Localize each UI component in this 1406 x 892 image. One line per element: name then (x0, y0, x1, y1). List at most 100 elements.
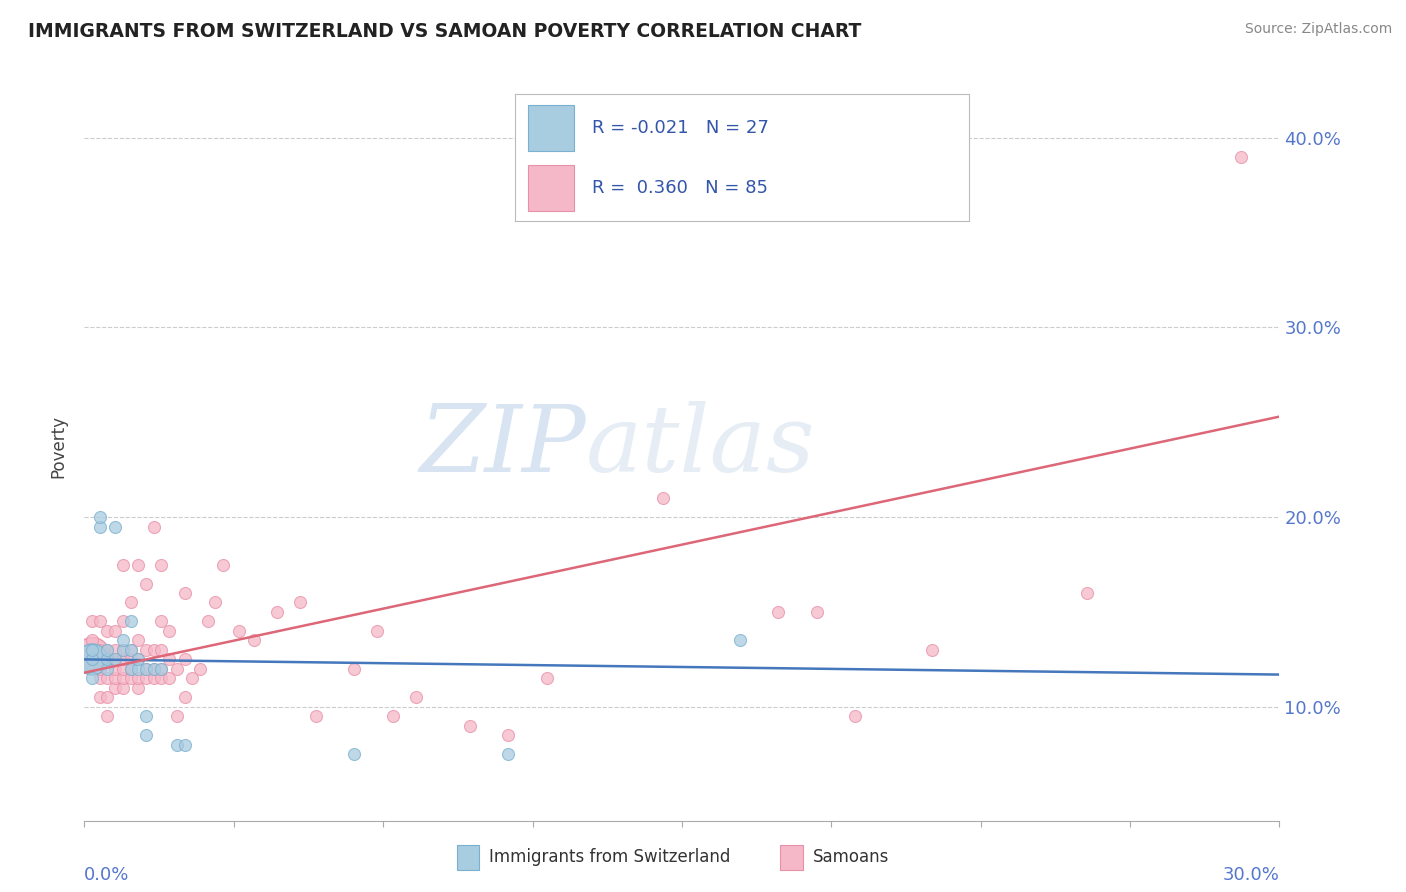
Point (135, 643, 157, 657)
Point (111, 633, 134, 648)
Point (135, 576, 157, 591)
Point (120, 595, 142, 609)
Point (127, 633, 149, 648)
Point (120, 662, 142, 676)
Point (142, 662, 165, 676)
Point (921, 643, 943, 657)
Point (80, 633, 103, 648)
Point (197, 615, 219, 629)
Point (157, 672, 180, 686)
Point (381, 709, 404, 723)
Point (96, 643, 118, 657)
Point (204, 595, 226, 609)
Point (135, 672, 157, 686)
Point (96, 662, 118, 676)
Point (142, 519, 165, 533)
Point (96, 624, 118, 638)
Text: Immigrants from Switzerland: Immigrants from Switzerland (489, 848, 731, 866)
Point (173, 652, 195, 666)
Point (96, 652, 118, 666)
Point (80, 652, 103, 666)
Point (104, 624, 127, 638)
Point (458, 719, 481, 733)
Point (142, 643, 165, 657)
Point (120, 662, 142, 676)
Point (111, 662, 134, 676)
Text: ZIP: ZIP (419, 401, 586, 491)
Point (80, 643, 103, 657)
Point (173, 738, 195, 752)
Point (142, 672, 165, 686)
Point (536, 672, 558, 686)
Y-axis label: Poverty: Poverty (49, 415, 67, 477)
Point (96, 643, 118, 657)
Point (89, 615, 111, 629)
Point (111, 643, 134, 657)
Point (104, 662, 127, 676)
Point (104, 652, 127, 666)
Point (343, 662, 366, 676)
Point (343, 747, 366, 762)
Point (96, 652, 118, 666)
Point (728, 633, 751, 648)
Point (181, 672, 204, 686)
Point (188, 662, 211, 676)
Point (104, 519, 127, 533)
Point (806, 605, 828, 619)
Point (80, 662, 103, 676)
Point (111, 681, 134, 695)
Point (166, 662, 188, 676)
Point (80, 615, 103, 629)
Point (104, 681, 127, 695)
Point (166, 709, 188, 723)
Point (96, 672, 118, 686)
Point (111, 672, 134, 686)
Point (127, 558, 149, 572)
Point (89, 643, 111, 657)
Text: Source: ZipAtlas.com: Source: ZipAtlas.com (1244, 22, 1392, 37)
Point (80, 647, 103, 661)
Point (120, 643, 142, 657)
Point (266, 605, 288, 619)
Point (104, 643, 127, 657)
Point (111, 615, 134, 629)
Point (127, 672, 149, 686)
Point (243, 633, 266, 648)
Point (166, 738, 188, 752)
Point (173, 586, 195, 600)
Point (150, 615, 173, 629)
Text: 0.0%: 0.0% (84, 865, 129, 884)
Point (405, 690, 427, 705)
Text: 30.0%: 30.0% (1223, 865, 1279, 884)
Point (89, 690, 111, 705)
Point (844, 709, 866, 723)
Point (127, 662, 149, 676)
Point (150, 672, 173, 686)
Point (127, 652, 149, 666)
Point (366, 624, 388, 638)
Point (173, 690, 195, 705)
Point (89, 652, 111, 666)
Point (1230, 150, 1253, 164)
Point (135, 728, 157, 742)
Text: IMMIGRANTS FROM SWITZERLAND VS SAMOAN POVERTY CORRELATION CHART: IMMIGRANTS FROM SWITZERLAND VS SAMOAN PO… (28, 22, 862, 41)
Point (104, 672, 127, 686)
Point (150, 643, 173, 657)
Point (228, 624, 250, 638)
Point (150, 662, 173, 676)
Point (89, 672, 111, 686)
Point (96, 709, 118, 723)
Point (89, 519, 111, 533)
Point (89, 662, 111, 676)
Point (142, 662, 165, 676)
Point (290, 595, 312, 609)
Point (768, 605, 790, 619)
Point (651, 491, 673, 505)
Point (111, 652, 134, 666)
Text: Samoans: Samoans (813, 848, 889, 866)
Point (111, 643, 134, 657)
Point (127, 681, 149, 695)
Point (89, 510, 111, 524)
Point (135, 709, 157, 723)
Point (120, 652, 142, 666)
